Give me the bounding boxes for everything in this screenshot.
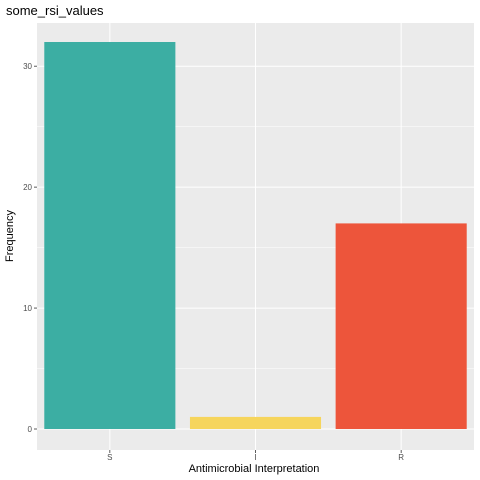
y-axis-title: Frequency — [4, 210, 16, 262]
chart-title: some_rsi_values — [6, 3, 104, 18]
x-tick-label: R — [398, 453, 404, 462]
x-tick-label: I — [254, 453, 256, 462]
x-axis-title: Antimicrobial Interpretation — [189, 463, 320, 475]
bar-R — [335, 223, 467, 429]
y-tick-label: 30 — [23, 62, 32, 71]
y-tick-label: 20 — [23, 183, 32, 192]
bar-S — [44, 42, 176, 429]
bar-I — [189, 416, 322, 429]
y-tick-label: 10 — [23, 304, 32, 313]
x-tick-label: S — [107, 453, 112, 462]
y-tick-label: 0 — [28, 425, 33, 434]
y-axis: 0 10 20 30 — [23, 62, 37, 434]
bars — [44, 42, 467, 429]
